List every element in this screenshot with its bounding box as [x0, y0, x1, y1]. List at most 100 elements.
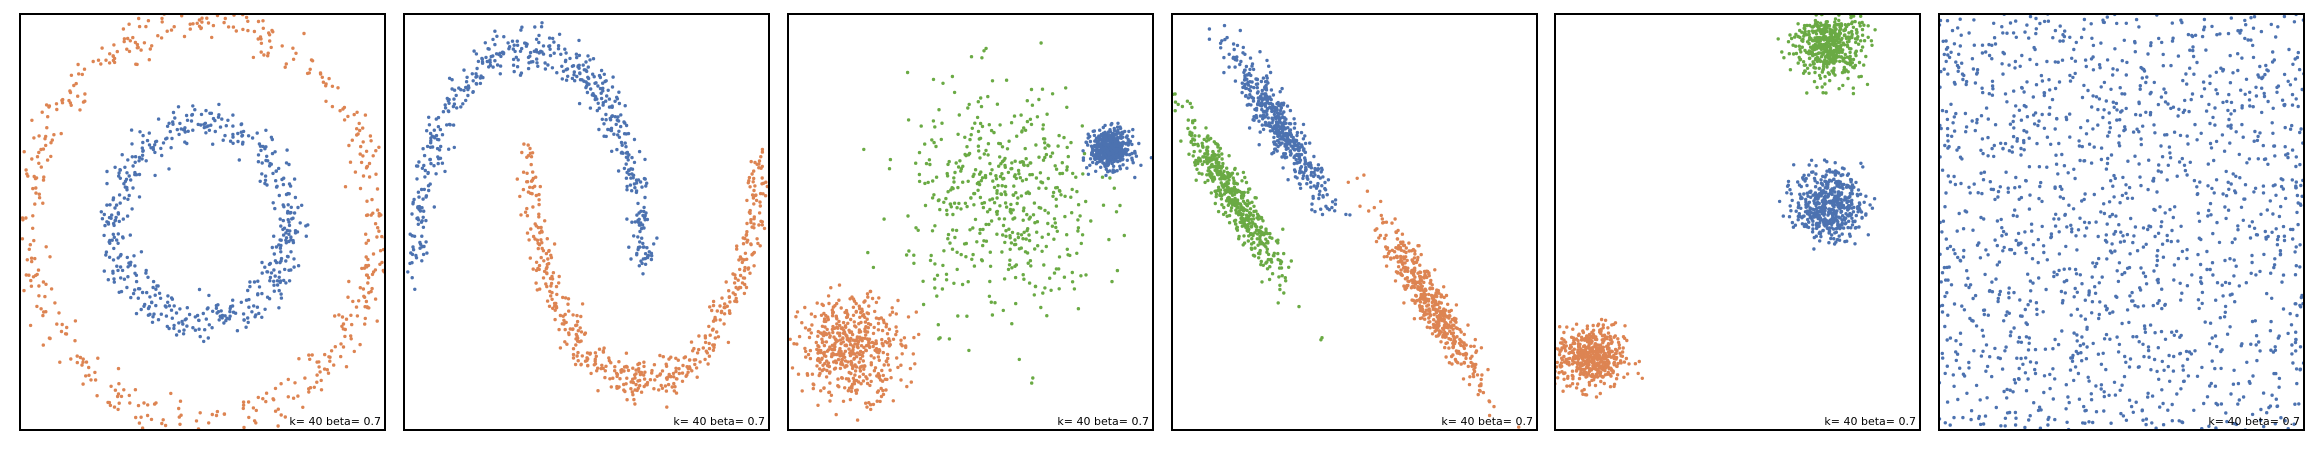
point-c0 — [420, 166, 425, 170]
point-c1 — [686, 370, 690, 374]
point-c0 — [273, 206, 277, 211]
point-c0 — [1317, 192, 1322, 197]
point-c0 — [981, 243, 985, 248]
point-c0 — [432, 128, 436, 132]
point-c0 — [1293, 175, 1298, 179]
point-c0 — [428, 157, 432, 162]
point-c0 — [1285, 141, 1289, 146]
point-c0 — [152, 312, 156, 316]
point-c0 — [151, 285, 155, 290]
point-c0 — [956, 132, 960, 136]
point-c0 — [1265, 99, 1270, 103]
point-c0 — [1318, 189, 1322, 193]
point-c2 — [1398, 254, 1403, 259]
point-c2 — [1454, 303, 1459, 307]
point-c1 — [206, 21, 211, 25]
point-c1 — [548, 276, 553, 281]
point-c2 — [858, 307, 862, 311]
point-c0 — [626, 158, 630, 162]
point-c1 — [256, 37, 260, 41]
point-c0 — [609, 105, 613, 109]
point-c2 — [1427, 292, 1431, 297]
point-c0 — [965, 145, 969, 149]
point-c0 — [938, 207, 942, 212]
point-c0 — [622, 120, 626, 124]
point-c1 — [28, 243, 32, 247]
point-c1 — [528, 185, 532, 189]
point-c0 — [560, 77, 564, 81]
point-c1 — [210, 7, 213, 10]
point-c1 — [1193, 126, 1197, 130]
point-c0 — [988, 207, 992, 212]
point-c2 — [848, 330, 852, 334]
point-c1 — [29, 278, 33, 283]
point-c1 — [1109, 155, 1113, 159]
point-c1 — [1213, 201, 1218, 206]
point-c0 — [170, 136, 174, 141]
point-c1 — [664, 364, 669, 368]
point-c1 — [41, 343, 45, 347]
point-c0 — [564, 68, 568, 72]
point-c2 — [1437, 321, 1441, 325]
point-c1 — [635, 388, 639, 393]
point-c0 — [1033, 284, 1038, 288]
point-c1 — [1101, 156, 1106, 161]
point-c1 — [622, 365, 627, 369]
point-c1 — [1214, 194, 1218, 199]
point-c1 — [47, 336, 52, 340]
point-c2 — [1481, 390, 1486, 395]
point-c2 — [873, 366, 878, 370]
point-c0 — [1255, 91, 1260, 95]
point-c0 — [415, 177, 419, 181]
point-c1 — [347, 143, 351, 148]
point-c0 — [108, 203, 112, 207]
point-c1 — [258, 35, 263, 39]
point-c0 — [862, 147, 866, 152]
point-c2 — [835, 322, 839, 326]
point-c0 — [1327, 208, 1332, 212]
panel-aniso: k= 40 beta= 0.7 — [1171, 13, 1538, 431]
point-c2 — [1396, 271, 1400, 275]
point-c1 — [109, 384, 113, 388]
point-c1 — [108, 403, 113, 408]
point-c0 — [197, 318, 201, 322]
point-c0 — [222, 321, 226, 325]
point-c0 — [637, 264, 641, 268]
point-c1 — [530, 192, 534, 196]
point-c0 — [1284, 147, 1289, 151]
point-c1 — [1229, 206, 1234, 210]
point-c1 — [567, 309, 571, 313]
point-c2 — [1394, 254, 1399, 258]
point-c0 — [630, 155, 634, 160]
point-c0 — [1063, 214, 1067, 219]
point-c0 — [125, 285, 129, 290]
point-c0 — [945, 212, 949, 217]
point-c0 — [1280, 112, 1284, 116]
point-c2 — [881, 342, 885, 346]
point-c2 — [1487, 400, 1492, 404]
point-c0 — [258, 179, 262, 183]
point-c0 — [978, 195, 983, 200]
point-c1 — [1091, 160, 1095, 165]
point-c0 — [277, 166, 281, 171]
point-c0 — [224, 318, 228, 323]
point-c0 — [1008, 236, 1012, 240]
point-c0 — [229, 304, 233, 309]
point-c0 — [498, 51, 502, 55]
point-c0 — [940, 287, 945, 291]
point-c0 — [1222, 55, 1226, 60]
point-c1 — [658, 373, 662, 377]
point-c1 — [179, 413, 183, 417]
point-c1 — [1259, 240, 1264, 244]
point-c0 — [1033, 247, 1037, 251]
point-c1 — [1116, 121, 1120, 126]
point-c0 — [1038, 171, 1043, 175]
point-c1 — [55, 322, 59, 326]
point-c0 — [133, 288, 137, 292]
point-c0 — [970, 257, 974, 261]
point-c0 — [528, 50, 533, 55]
point-c1 — [1119, 151, 1123, 155]
point-c1 — [116, 407, 120, 412]
point-c0 — [932, 277, 937, 281]
point-c1 — [577, 340, 582, 344]
